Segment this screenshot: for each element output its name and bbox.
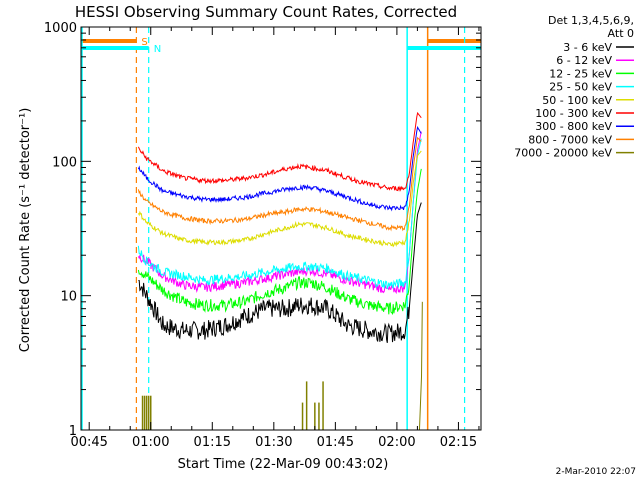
series-line-0: [138, 202, 422, 344]
y-tick-label: 10: [60, 290, 77, 305]
x-tick-label: 00:45: [70, 435, 107, 450]
y-axis-label: Corrected Count Rate (s⁻¹ detector⁻¹): [18, 108, 33, 353]
legend-entry-label: 6 - 12 keV: [556, 54, 612, 67]
x-tick-label: 01:00: [132, 435, 169, 450]
y-tick-label: 100: [52, 155, 77, 170]
legend-entry-label: 25 - 50 keV: [549, 81, 612, 94]
legend-entry-label: 100 - 300 keV: [535, 107, 612, 120]
legend-entry-label: 12 - 25 keV: [549, 67, 612, 80]
footer-date: 2-Mar-2010 22:07: [556, 467, 636, 477]
legend-entry-label: 3 - 6 keV: [563, 41, 612, 54]
y-tick-label: 1: [69, 424, 77, 439]
series-line-6: [137, 125, 422, 212]
marker-label: S: [141, 37, 147, 48]
x-tick-label: 02:00: [378, 435, 415, 450]
x-tick-label: 01:30: [255, 435, 292, 450]
marker-s: S: [81, 27, 481, 430]
x-tick-label: 02:15: [440, 435, 477, 450]
chart-title: HESSI Observing Summary Count Rates, Cor…: [75, 3, 457, 21]
legend-entry-label: 7000 - 20000 keV: [514, 147, 612, 160]
series-line-3: [137, 138, 422, 290]
series-line-1: [137, 131, 422, 295]
marker-n: N: [81, 27, 481, 430]
axes: 1 10 100 1000 00:45 01:00 01:15 01:30 01:45 02:00…: [44, 21, 482, 450]
series-line-4: [137, 150, 422, 248]
legend-entry-label: 50 - 100 keV: [542, 94, 612, 107]
series-line-5: [137, 111, 422, 192]
legend-header-line2: Att 0: [608, 27, 634, 40]
y-tick-label: 1000: [44, 21, 77, 36]
x-tick-label: 01:45: [317, 435, 354, 450]
series-line-7: [137, 136, 422, 232]
marker-label: N: [154, 44, 161, 55]
legend-entry-label: 800 - 7000 keV: [528, 133, 612, 146]
x-axis-label: Start Time (22-Mar-09 00:43:02): [178, 457, 389, 472]
x-tick-label: 01:15: [194, 435, 231, 450]
burst-rise: [418, 301, 423, 431]
legend-header-line1: Det 1,3,4,5,6,9,: [548, 14, 634, 27]
series-line-2: [137, 168, 422, 316]
plot-frame: [80, 26, 482, 431]
plot-area: SN: [81, 27, 481, 431]
legend-entry-label: 300 - 800 keV: [535, 120, 612, 133]
